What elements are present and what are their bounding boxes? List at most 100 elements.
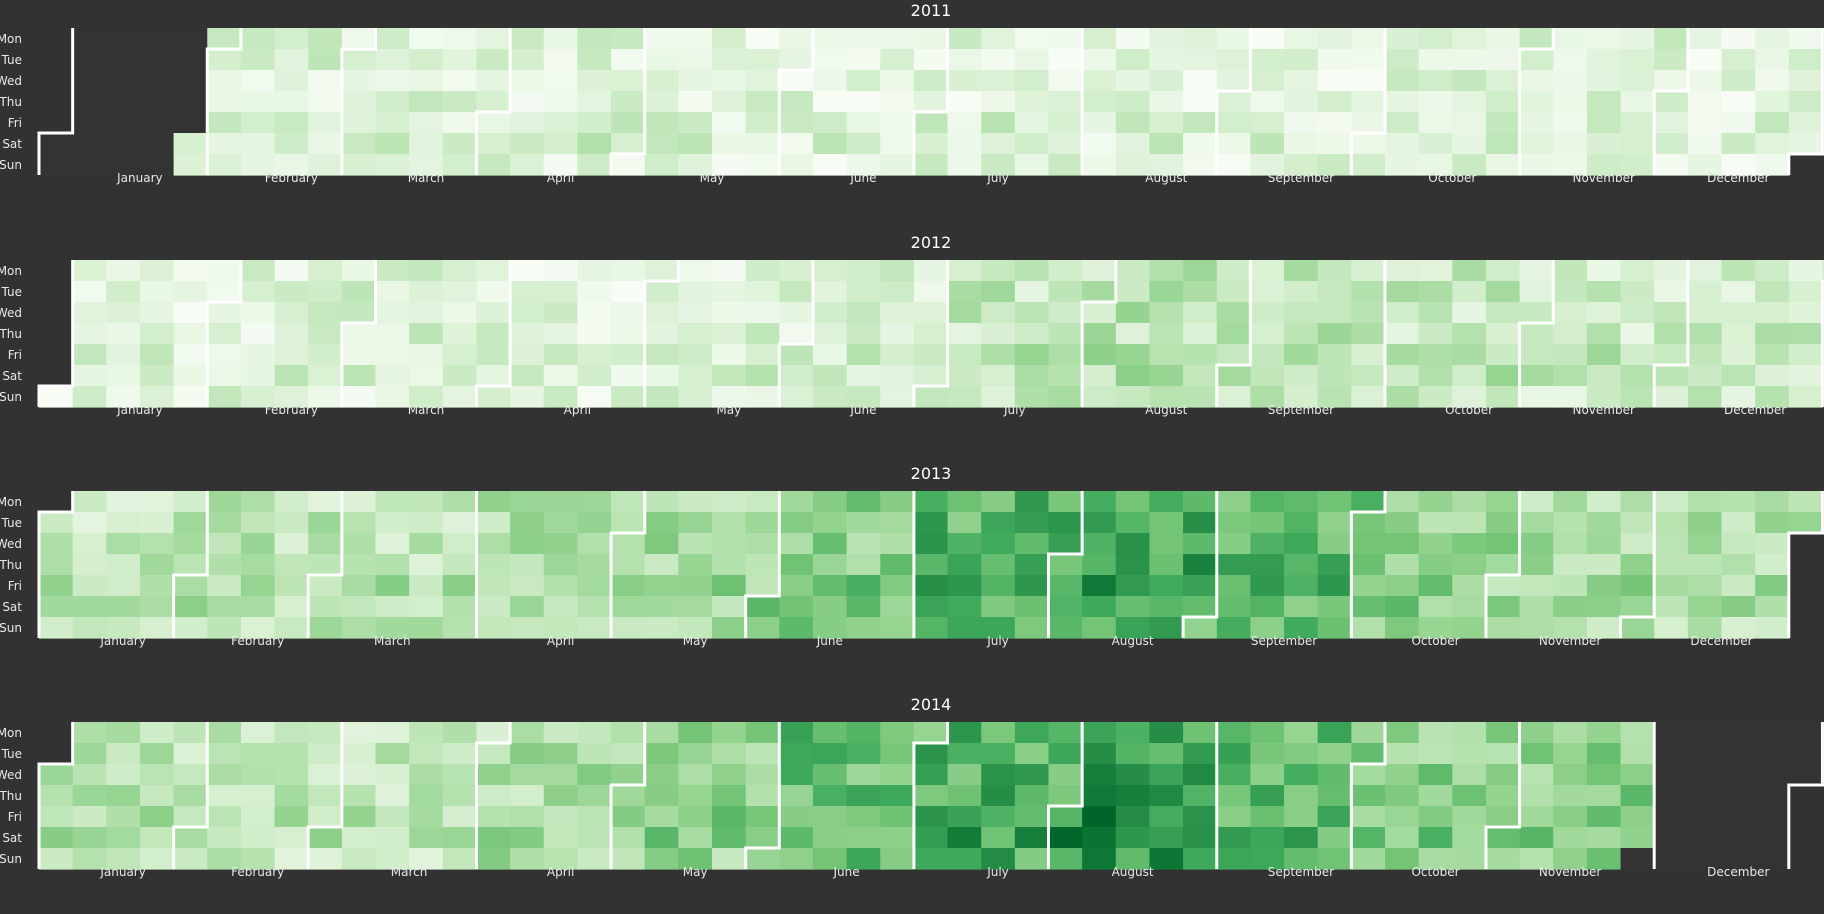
day-cell (1284, 848, 1319, 870)
day-cell (981, 827, 1016, 849)
day-cell (72, 91, 107, 113)
day-cell (106, 491, 141, 513)
day-cell (1620, 491, 1655, 513)
day-cell (106, 617, 141, 639)
day-cell (173, 575, 208, 597)
month-label-july: July (986, 171, 1009, 185)
day-cell (1788, 743, 1824, 765)
day-cell (913, 806, 949, 828)
day-cell (139, 575, 175, 597)
day-cell (341, 617, 377, 639)
day-cell (1115, 785, 1151, 807)
day-cell (1048, 365, 1083, 387)
day-cell (1115, 743, 1151, 765)
day-cell (543, 491, 578, 513)
day-cell (577, 154, 612, 176)
day-cell (476, 554, 511, 576)
day-cell (106, 722, 141, 744)
day-cell (1687, 575, 1723, 597)
day-cell (1385, 764, 1420, 786)
day-cell (611, 575, 646, 597)
day-cell (409, 112, 444, 134)
day-cell (308, 554, 343, 576)
day-cell (476, 28, 511, 50)
day-cell (240, 344, 276, 366)
day-cell (1048, 827, 1083, 849)
day-cell (1385, 491, 1420, 513)
day-cell (207, 722, 242, 744)
month-boundary (474, 260, 512, 407)
day-cell (745, 848, 780, 870)
day-cell (846, 28, 881, 50)
day-cell (1284, 91, 1319, 113)
weekday-label-thu: Thu (0, 789, 22, 803)
day-cell (812, 848, 848, 870)
day-cell (274, 323, 309, 345)
day-cell (779, 575, 814, 597)
day-cell (1115, 112, 1151, 134)
day-cell (577, 323, 612, 345)
day-cell (341, 133, 377, 155)
day-cell (207, 848, 242, 870)
day-cell (274, 491, 309, 513)
day-cell (1216, 133, 1251, 155)
day-cell (1385, 28, 1420, 50)
day-cell (1553, 323, 1588, 345)
day-cell (375, 133, 410, 155)
day-cell (1317, 764, 1352, 786)
day-cell (1284, 281, 1319, 303)
weekday-label-wed: Wed (0, 306, 22, 320)
day-cell (442, 112, 478, 134)
day-cell (712, 70, 747, 92)
day-cell (207, 554, 242, 576)
day-cell (442, 764, 478, 786)
day-cell (72, 575, 107, 597)
day-cell (1721, 260, 1756, 282)
day-cell (880, 386, 915, 408)
day-cell (375, 785, 410, 807)
day-cell (476, 91, 511, 113)
day-cell (1317, 70, 1352, 92)
day-cell (611, 596, 646, 618)
day-cell (106, 533, 141, 555)
day-cell (72, 722, 107, 744)
day-cell (1351, 848, 1386, 870)
day-cell (981, 344, 1016, 366)
day-cell (947, 596, 982, 618)
day-cell (1014, 785, 1050, 807)
day-cell (611, 344, 646, 366)
day-cell (1654, 133, 1689, 155)
month-label-june: June (849, 403, 876, 417)
day-cell (476, 617, 511, 639)
day-cell (1485, 323, 1521, 345)
day-cell (1014, 365, 1050, 387)
day-cell (1485, 365, 1521, 387)
day-cell (510, 827, 545, 849)
day-cell (1586, 743, 1622, 765)
month-boundary (1349, 28, 1387, 175)
day-cell (375, 596, 410, 618)
day-cell (1553, 848, 1588, 870)
day-cell (812, 344, 848, 366)
day-cell (1183, 133, 1218, 155)
day-cell (1586, 386, 1622, 408)
day-cell (678, 575, 713, 597)
day-cell (1654, 743, 1689, 765)
day-cell (1048, 617, 1083, 639)
day-cell (1654, 722, 1689, 744)
day-cell (1385, 575, 1420, 597)
day-cell (39, 617, 74, 639)
day-cell (1788, 491, 1824, 513)
day-cell (947, 49, 982, 71)
day-cell (880, 70, 915, 92)
day-cell (1014, 722, 1050, 744)
day-cell (240, 617, 276, 639)
day-cell (745, 386, 780, 408)
day-cell (1284, 302, 1319, 324)
day-cell (240, 575, 276, 597)
month-boundary (1215, 260, 1252, 407)
day-cell (1654, 91, 1689, 113)
day-cell (510, 533, 545, 555)
day-cell (913, 386, 949, 408)
day-cell (1284, 512, 1319, 534)
